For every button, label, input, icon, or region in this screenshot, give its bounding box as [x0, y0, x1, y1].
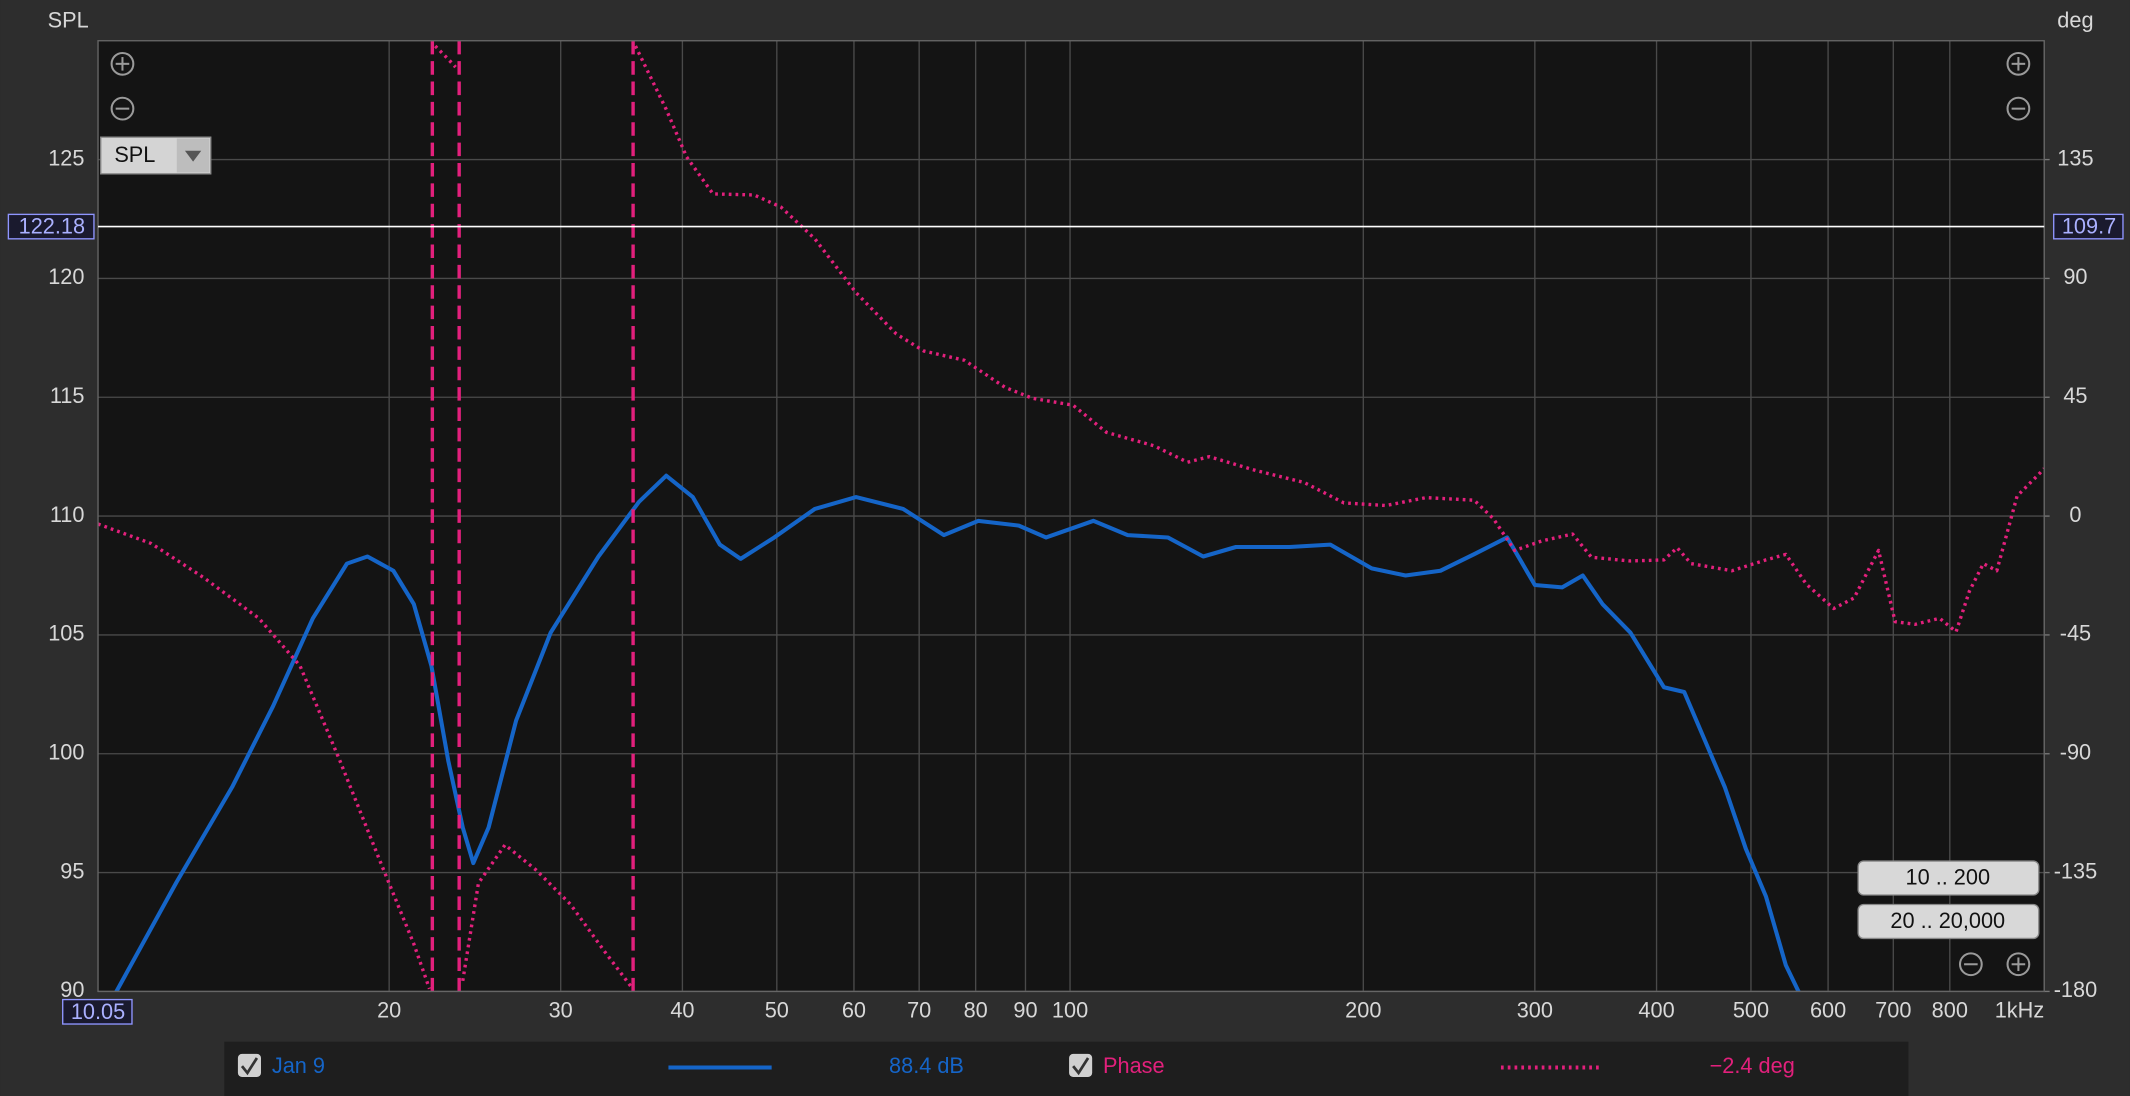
- y2-tick-label: -180: [2054, 977, 2097, 1002]
- range-button-label[interactable]: 20 .. 20,000: [1890, 908, 2005, 933]
- cursor-box: [2053, 213, 2124, 240]
- y2-tick-label: -45: [2060, 621, 2091, 646]
- y-tick-label: 100: [48, 739, 84, 764]
- checkmark[interactable]: [240, 1057, 259, 1076]
- range-button-label[interactable]: 10 .. 200: [1906, 864, 1991, 889]
- x-start-box: [62, 998, 133, 1025]
- x-tick-label: 40: [670, 998, 694, 1023]
- x-tick-label: 600: [1810, 998, 1846, 1023]
- y-tick-label: 125: [48, 145, 84, 170]
- y-tick-label: 90: [60, 977, 84, 1002]
- x-tick-label: 60: [842, 998, 866, 1023]
- checkmark[interactable]: [1072, 1057, 1090, 1076]
- selector[interactable]: SPL: [100, 136, 212, 175]
- y2-tick-label: 90: [2063, 264, 2087, 289]
- legend-label: Phase: [1103, 1053, 1165, 1078]
- x-tick-label: 800: [1932, 998, 1968, 1023]
- x-start-label: 10.05: [71, 999, 125, 1024]
- y2-tick-label: 45: [2063, 383, 2087, 408]
- x-tick-label: 1kHz: [1995, 998, 2044, 1023]
- y-tick-label: 110: [50, 502, 85, 527]
- cursor-y2-label: 109.7: [2062, 214, 2116, 239]
- range-button[interactable]: [1857, 903, 2040, 940]
- cursor-y-label: 122.18: [19, 214, 85, 239]
- y-tick-label: 95: [60, 858, 84, 883]
- legend-bar: [224, 1041, 1909, 1096]
- plot-frame: [97, 40, 2045, 993]
- x-tick-label: 70: [907, 998, 931, 1023]
- y-tick-label: 120: [48, 264, 84, 289]
- x-tick-label: 500: [1733, 998, 1769, 1023]
- y2-tick-label: -90: [2060, 739, 2091, 764]
- legend-readout: −2.4 deg: [1710, 1053, 1795, 1078]
- x-tick-label: 200: [1345, 998, 1381, 1023]
- y2-tick-label: -135: [2054, 858, 2097, 883]
- range-button[interactable]: [1857, 860, 2040, 896]
- x-tick-label: 20: [377, 998, 401, 1023]
- checkbox[interactable]: [1069, 1053, 1093, 1077]
- y-tick-label: 105: [48, 621, 84, 646]
- series-line: [114, 473, 1801, 992]
- legend-readout: 88.4 dB: [889, 1053, 964, 1078]
- x-tick-label: 90: [1013, 998, 1037, 1023]
- x-tick-label: 30: [549, 998, 573, 1023]
- overlay: 20 30 40 50 60 70 80 90 100 200 300 400 500 600 700 800…: [7, 40, 2124, 1025]
- x-tick-label: 50: [765, 998, 789, 1023]
- cursor-box: [7, 213, 95, 240]
- y-axis-label: SPL: [48, 7, 89, 32]
- selector-arrow[interactable]: [184, 150, 202, 162]
- x-tick-label: 400: [1638, 998, 1674, 1023]
- legend: Jan 9 88.4 dB Phase −2.4 deg: [224, 1041, 1909, 1096]
- x-tick-label: 100: [1052, 998, 1088, 1023]
- checkbox[interactable]: [237, 1053, 261, 1077]
- x-tick-label: 700: [1875, 998, 1911, 1023]
- x-tick-label: 300: [1517, 998, 1553, 1023]
- y-tick-label: 115: [50, 383, 85, 408]
- y2-tick-label: 135: [2057, 145, 2093, 170]
- y2-tick-label: 0: [2069, 502, 2081, 527]
- range-buttons[interactable]: 10 .. 200 20 .. 20,000: [1857, 860, 2040, 940]
- zoom-icons[interactable]: [110, 51, 2031, 977]
- selector-label[interactable]: SPL: [114, 142, 155, 167]
- x-tick-label: 80: [964, 998, 988, 1023]
- traces: [98, 40, 2045, 992]
- legend-label: Jan 9: [272, 1053, 325, 1078]
- y2-axis-label: deg: [2057, 7, 2093, 32]
